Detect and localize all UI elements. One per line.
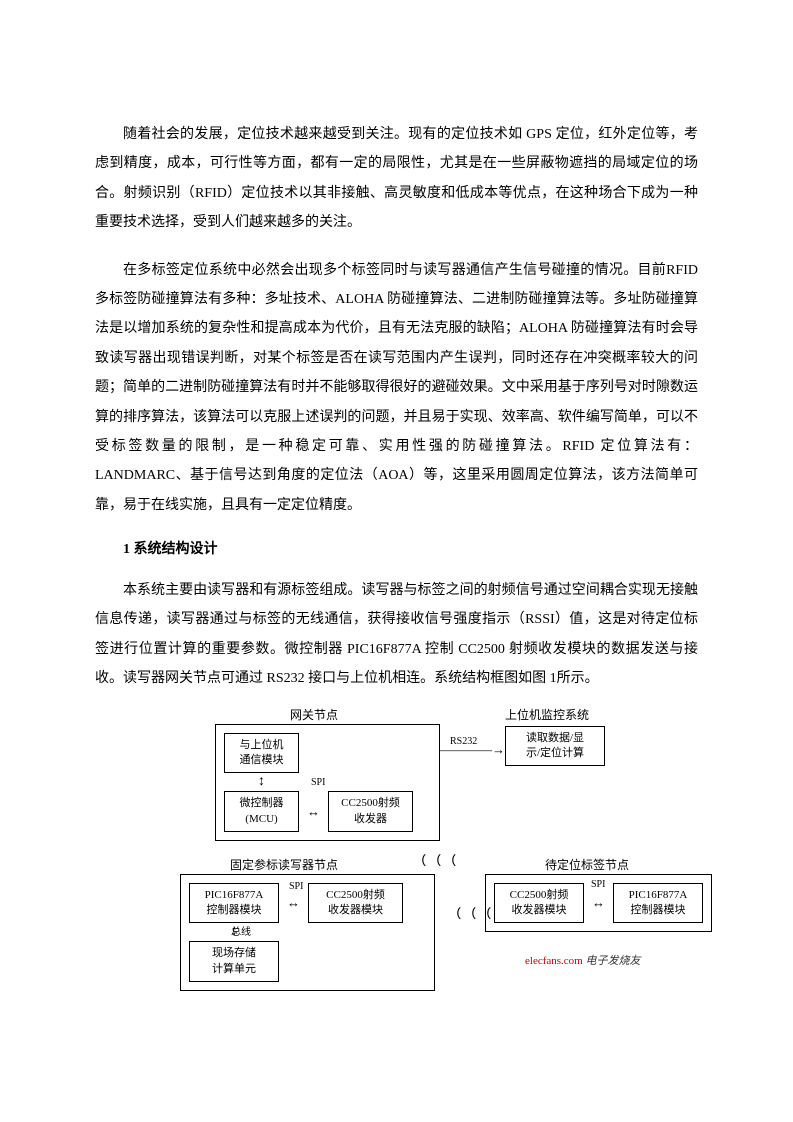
label-spi-2: SPI: [289, 881, 303, 892]
wave-top: ﹙﹙﹙: [415, 854, 460, 865]
watermark-dotcom: .com: [561, 955, 583, 967]
box-pic-ctrl-tag: PIC16F877A 控制器模块: [613, 883, 703, 924]
arrow-h-spi3: ↔: [590, 895, 607, 911]
paragraph-intro: 随着社会的发展，定位技术越来越受到关注。现有的定位技术如 GPS 定位，红外定位…: [95, 120, 698, 238]
box-cc2500-tag: CC2500射频 收发器模块: [494, 883, 584, 924]
watermark-suffix: 电子发烧友: [583, 955, 641, 967]
box-host-monitor: 读取数据/显 示/定位计算: [505, 726, 605, 767]
arrow-rs232: ————→: [440, 742, 505, 758]
watermark: elecfans.com 电子发烧友: [525, 952, 640, 968]
box-pic-ctrl-reader: PIC16F877A 控制器模块: [189, 883, 279, 924]
arrow-h-spi2: ↔: [285, 895, 302, 911]
paragraph-anticollision: 在多标签定位系统中必然会出现多个标签同时与读写器通信产生信号碰撞的情况。目前RF…: [95, 256, 698, 521]
box-upper-pc-comm: 与上位机 通信模块: [224, 733, 299, 774]
watermark-brand: elecfans: [525, 955, 561, 967]
diagram-group-gateway: 网关节点 上位机监控系统 与上位机 通信模块 ↕ 微控制器 (MCU) ↔ SP…: [215, 712, 685, 842]
label-spi-3: SPI: [591, 879, 605, 890]
paragraph-system: 本系统主要由读写器和有源标签组成。读写器与标签之间的射频信号通过空间耦合实现无接…: [95, 576, 698, 694]
label-spi-1: SPI: [311, 777, 325, 788]
gateway-outer-box: 与上位机 通信模块 ↕ 微控制器 (MCU) ↔ SPI CC2500射频 收发…: [215, 724, 440, 842]
label-tag-node: 待定位标签节点: [545, 856, 629, 873]
box-cc2500-rf: CC2500射频 收发器: [328, 791, 413, 832]
label-bus: 总线: [231, 923, 251, 938]
tag-outer-box: CC2500射频 收发器模块 ↔ SPI PIC16F877A 控制器模块: [485, 874, 712, 933]
label-host: 上位机监控系统: [505, 706, 589, 723]
diagram-group-reader-tag: 固定参标读写器节点 待定位标签节点 ﹙﹙﹙ ﹙﹙﹙ PIC16F877A 控制器…: [215, 862, 685, 1012]
arrow-h-spi: ↔: [305, 804, 322, 820]
box-cc2500-reader: CC2500射频 收发器模块: [308, 883, 403, 924]
label-reader-node: 固定参标读写器节点: [230, 856, 338, 873]
arrow-v-1: ↕: [224, 775, 299, 789]
box-mcu: 微控制器 (MCU): [224, 791, 299, 832]
label-gateway: 网关节点: [290, 706, 338, 723]
box-storage: 现场存储 计算单元: [189, 941, 279, 982]
section-heading-1: 1 系统结构设计: [123, 538, 698, 558]
reader-outer-box: PIC16F877A 控制器模块 ↔ SPI CC2500射频 收发器模块 ↕ …: [180, 874, 435, 992]
system-diagram: 网关节点 上位机监控系统 与上位机 通信模块 ↕ 微控制器 (MCU) ↔ SP…: [215, 712, 685, 1012]
